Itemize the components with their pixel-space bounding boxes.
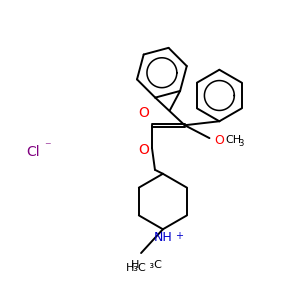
Text: O: O: [214, 134, 224, 147]
Text: ₃C: ₃C: [139, 260, 162, 270]
Text: H: H: [131, 260, 139, 270]
Text: O: O: [139, 143, 149, 157]
Text: Cl: Cl: [26, 145, 40, 159]
Text: 3: 3: [238, 139, 244, 148]
Text: CH: CH: [225, 135, 242, 145]
Text: O: O: [139, 106, 149, 120]
Text: NH: NH: [154, 231, 172, 244]
Text: +: +: [175, 231, 183, 241]
Text: ⁻: ⁻: [45, 140, 51, 154]
Text: H₃C: H₃C: [126, 263, 146, 273]
